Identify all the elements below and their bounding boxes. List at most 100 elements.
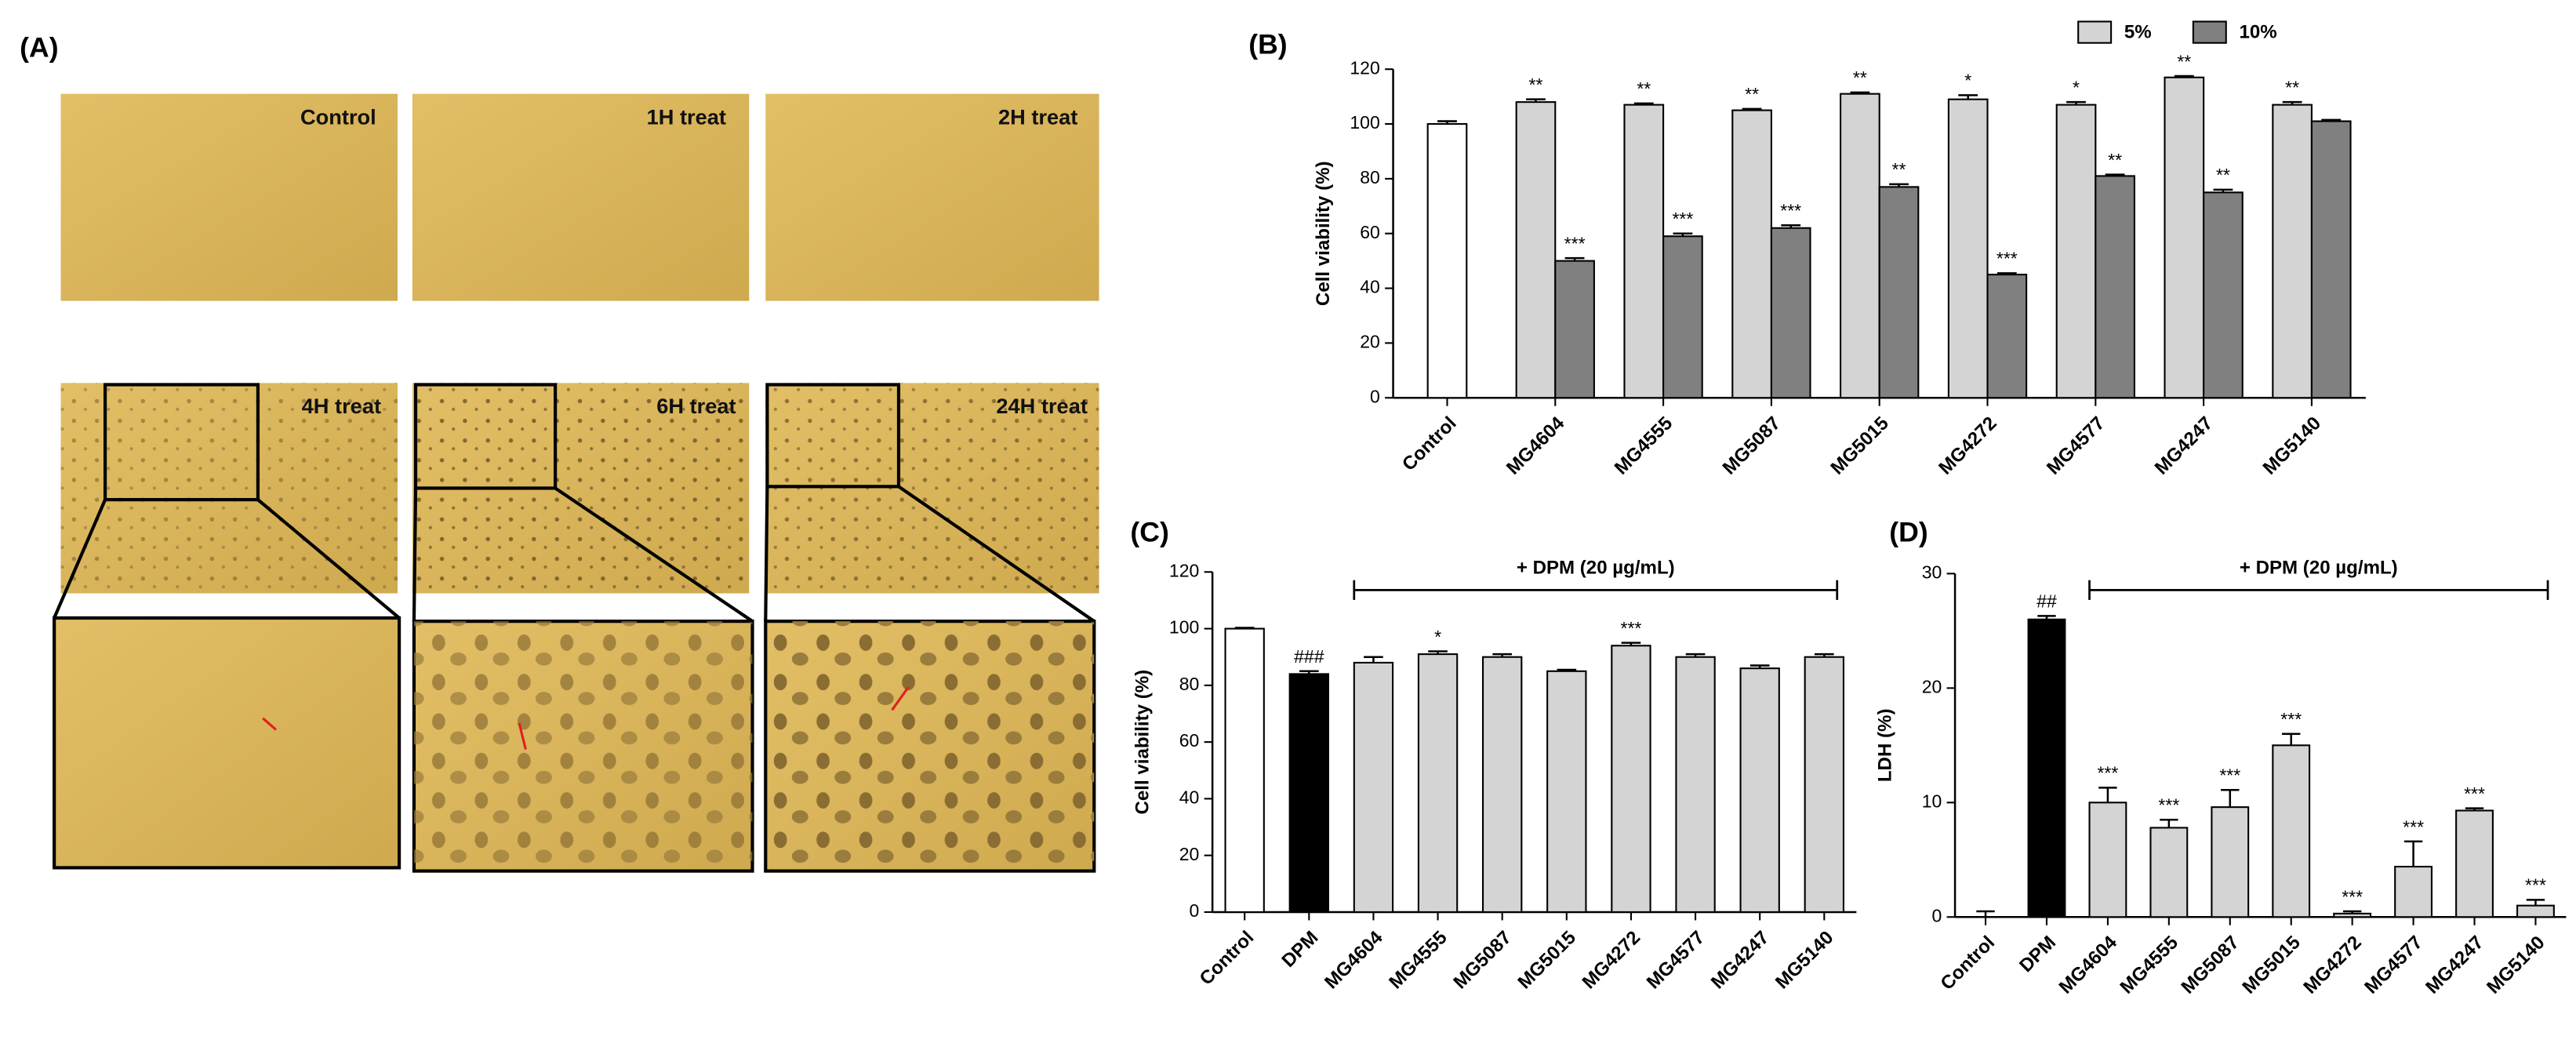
y-tick-label: 40 [1360,277,1380,297]
panel-label: (D) [1889,517,1927,548]
zoom-box [413,383,558,490]
bar [2455,809,2494,918]
x-tick-label: MG4555 [2116,932,2182,998]
x-tick-label: Control [1937,932,2000,994]
micrograph-label: Control [300,104,376,129]
arrow [518,722,527,750]
significance-label: ** [2108,150,2122,170]
bar [1840,93,1880,399]
x-tick-label: MG4555 [1611,413,1677,478]
bar [2516,904,2555,918]
micrograph-label: 1H treat [647,104,726,129]
panel-label: (A) [20,31,58,63]
y-tick-label: 120 [1350,57,1379,78]
x-tick-label: MG4577 [2043,413,2109,478]
significance-label: ** [1529,75,1543,95]
bar [2211,806,2250,918]
x-tick-label: MG5015 [1826,413,1892,478]
y-axis-label: LDH (%) [1874,709,1895,783]
legend-swatch [2192,20,2227,44]
micrograph [765,93,1099,301]
panel-label: (B) [1248,28,1287,60]
y-tick-label: 80 [1360,167,1380,187]
bar [1675,656,1716,914]
x-tick-label: DPM [2015,932,2060,976]
significance-label: ** [1892,159,1906,180]
zoom-line [256,498,401,620]
x-tick-label: DPM [1278,927,1323,972]
y-tick-label: 0 [1190,900,1200,921]
y-tick-label: 0 [1370,386,1380,406]
y-tick-label: 20 [1360,331,1380,351]
bar [1515,101,1557,399]
y-tick-label: 60 [1179,730,1200,751]
bar [2095,175,2135,399]
arrow [891,686,910,711]
bar [2394,865,2433,918]
y-tick-label: 120 [1169,560,1199,580]
significance-label: *** [2158,795,2179,816]
significance-label: *** [2464,783,2485,804]
y-tick-label: 40 [1179,787,1200,808]
significance-label: *** [2280,709,2302,729]
x-tick-label: MG5087 [1449,927,1515,993]
bracket-label: + DPM (20 µg/mL) [1517,557,1675,578]
significance-label: * [1434,627,1441,647]
significance-label: ** [1745,84,1759,104]
significance-label: *** [1564,233,1586,253]
significance-label: *** [1996,249,2018,269]
inset [53,616,401,870]
zoom-box [765,383,901,489]
y-tick-label: 0 [1932,905,1942,925]
bar [1878,186,1920,399]
x-tick-label: MG4247 [1707,927,1773,993]
x-tick-label: MG4577 [1643,927,1709,993]
micrographs: Control 1H treat 2H treat 4H treat 6H tr… [53,93,1099,873]
y-tick-label: 100 [1169,617,1199,638]
significance-label: ### [1294,646,1324,667]
x-tick-label: MG5015 [2238,932,2304,998]
zoom-box [103,383,260,502]
bar [1417,653,1459,914]
y-tick-label: 30 [1922,562,1942,582]
bracket-label: + DPM (20 µg/mL) [2240,557,2398,578]
x-tick-label: MG4604 [1321,927,1387,994]
x-tick-label: MG5015 [1514,927,1580,993]
micrograph-label: 4H treat [302,394,381,418]
significance-label: * [1964,71,1971,91]
bar [2310,120,2352,399]
x-tick-label: MG5140 [1771,927,1837,993]
bar [1739,667,1780,914]
x-tick-label: MG5087 [1719,413,1785,478]
y-axis-label: Cell viability (%) [1132,670,1153,815]
y-tick-label: 60 [1360,222,1380,242]
zoom-line [412,488,418,622]
inset-texture [413,621,753,871]
bar [1947,98,1989,399]
arrow [262,717,277,731]
bar [1288,673,1330,914]
bar [1546,670,1587,914]
x-tick-label: MG4272 [1579,927,1644,993]
significance-label: * [2073,77,2080,97]
y-tick-label: 20 [1922,676,1942,696]
bar [1770,227,1811,399]
bar [1804,656,1845,914]
bar [1482,656,1523,914]
x-tick-label: MG5140 [2483,932,2549,998]
legend-label: 10% [2240,21,2277,42]
x-tick-label: MG4247 [2422,932,2487,998]
bar [1224,627,1265,914]
bar [1986,274,2028,399]
significance-label: *** [1620,618,1641,638]
significance-label: *** [2097,763,2118,783]
bar [2164,76,2205,399]
bar [2149,827,2189,918]
significance-label: ** [2285,77,2299,97]
legend-label: 5% [2124,21,2152,42]
bar [1623,104,1665,399]
x-tick-label: MG4247 [2151,413,2217,478]
micrograph-texture [60,383,398,594]
y-axis-label: Cell viability (%) [1313,161,1334,306]
x-tick-label: MG4555 [1385,927,1451,993]
